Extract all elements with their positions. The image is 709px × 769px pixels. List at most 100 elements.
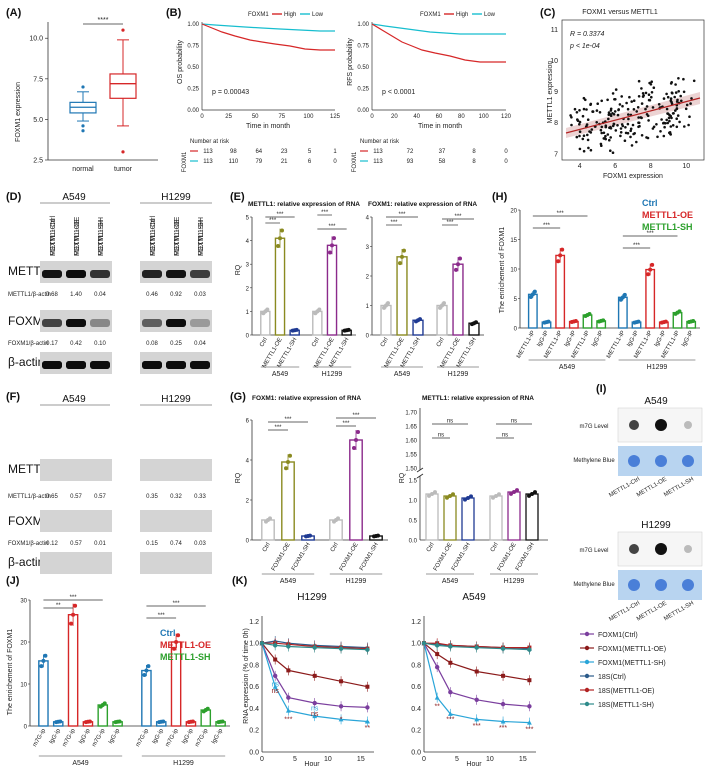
d-row-foxm1: FOXM1 <box>8 314 50 328</box>
km-risk-high: 8 <box>472 149 476 155</box>
c-point <box>581 137 585 141</box>
c-point <box>589 148 593 152</box>
bar-ytick: 10 <box>20 683 27 689</box>
c-point <box>652 86 656 89</box>
bar-ytick: 0 <box>24 725 28 731</box>
panel-label-i: (I) <box>596 383 607 395</box>
b2-xlabel: Time in month <box>418 123 462 130</box>
sig-label: *** <box>342 421 350 427</box>
c-point <box>644 107 647 111</box>
sig-label: ns <box>511 419 517 425</box>
bar-ytick: 1.70 <box>405 411 417 417</box>
ratio-value: 0.68 <box>46 292 58 298</box>
bar-ytick: 0 <box>246 539 250 545</box>
b2-risk-label: FOXM1 <box>352 151 358 172</box>
band <box>66 361 86 369</box>
bar-category: Ctrl <box>380 337 390 348</box>
b2-legend-title: FOXM1 <box>420 12 441 18</box>
d-ratio2-label: FOXM1/β-actin <box>8 341 48 347</box>
c-point <box>671 124 675 127</box>
k2-annotation: *** <box>473 723 481 730</box>
bar-point <box>663 319 668 324</box>
c-point <box>626 107 630 111</box>
k-ytick: 0.8 <box>249 662 259 669</box>
sig-label: ns <box>438 433 444 439</box>
ratio-value: 0.74 <box>170 541 182 547</box>
b1-legend-low: Low <box>312 12 324 18</box>
k-ytick: 0.4 <box>411 706 421 713</box>
k-legend-label: 18S(METTL1-OE) <box>598 688 654 695</box>
km-xtick: 0 <box>200 114 204 120</box>
c-point <box>650 91 654 94</box>
i-mb-dot-ctrl-h1299 <box>628 579 640 591</box>
panel-label-g: (G) <box>230 391 246 403</box>
bar <box>425 493 439 541</box>
bar-point <box>512 490 516 494</box>
bar-ytick: 2 <box>246 286 250 292</box>
axis-break <box>416 473 424 479</box>
f-blot-actin-right <box>140 552 212 574</box>
bar-point <box>346 327 351 332</box>
bar-ytick: 0.0 <box>409 539 418 545</box>
bar <box>527 293 538 329</box>
c-point <box>619 127 623 130</box>
bar-point <box>448 494 452 498</box>
bar-category: Ctrl <box>311 337 321 348</box>
k-ytick: 1.0 <box>411 641 421 648</box>
sig-label: *** <box>454 214 462 220</box>
bar-point <box>454 267 458 272</box>
bar-point <box>494 494 498 498</box>
sig-label: *** <box>543 223 551 229</box>
c-point <box>607 113 611 116</box>
c-point <box>631 123 635 127</box>
km-risk-low: 6 <box>308 159 312 165</box>
km-xtick: 0 <box>370 114 374 120</box>
k1-annotation: ** <box>365 721 371 728</box>
c-point <box>627 113 630 116</box>
ratio-value: 0.57 <box>94 494 106 500</box>
c-point <box>581 114 585 118</box>
c-title: FOXM1 versus METTL1 <box>582 9 658 16</box>
b1-pvalue: p = 0.00043 <box>212 89 249 96</box>
bar-point <box>39 664 44 669</box>
i-mb-dot-sh-h1299 <box>682 579 694 591</box>
sig-label: *** <box>352 413 360 419</box>
bar-ytick: 5 <box>246 216 250 222</box>
ratio-value: 0.33 <box>194 494 206 500</box>
bar-ytick: 20 <box>20 641 27 647</box>
bar-point <box>280 228 284 233</box>
bar-point <box>650 262 655 267</box>
c-plot-frame <box>561 19 705 161</box>
bar-point <box>376 533 380 538</box>
c-point <box>578 109 581 112</box>
k-legend-label: 18S(Ctrl) <box>598 674 626 681</box>
k-ytick: 0.8 <box>411 662 421 669</box>
f-row-actin: β-actin <box>8 555 44 569</box>
km-risk-high: 23 <box>281 149 288 155</box>
c-point <box>677 77 680 80</box>
lane-label: METTL1-SH <box>198 217 205 256</box>
b1-curve-low <box>201 23 335 32</box>
c-point <box>663 125 666 129</box>
k2-xlabel: Hour <box>466 761 482 768</box>
c-point <box>584 98 587 102</box>
band <box>90 361 110 369</box>
band <box>166 270 186 278</box>
bar-point <box>622 292 627 297</box>
bar-point <box>41 658 46 663</box>
bar-point <box>276 243 280 248</box>
bar-category: m7G-ip <box>91 727 106 748</box>
bar-point <box>146 664 151 669</box>
bar-point <box>205 706 210 711</box>
c-point <box>662 97 666 100</box>
sig-label: ** <box>56 603 61 609</box>
bar-category: FOXM1-SH <box>359 542 380 572</box>
bar <box>312 310 323 336</box>
lane-label: METTL1-OE <box>174 216 181 256</box>
km-xtick: 50 <box>252 114 259 120</box>
i-mb-dot-ctrl-a549 <box>628 455 640 467</box>
bar-ytick: 1.60 <box>405 439 417 445</box>
km-risk-low: 113 <box>373 159 383 165</box>
band <box>42 270 62 278</box>
bar-category: IgG-IP <box>591 330 605 348</box>
